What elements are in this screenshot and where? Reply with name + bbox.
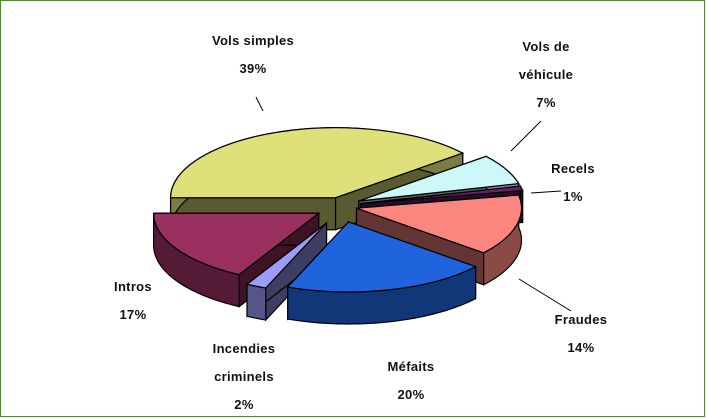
leader-line-3 bbox=[530, 190, 562, 194]
slice-label-5: Méfaits 20% bbox=[388, 359, 435, 402]
leader-line-4 bbox=[518, 278, 572, 312]
slice-label-2: Vols de véhicule 7% bbox=[519, 39, 573, 110]
slice-label-3: Recels 1% bbox=[551, 161, 595, 204]
leader-line-1 bbox=[255, 96, 264, 112]
slice-label-6: Incendies criminels 2% bbox=[213, 341, 276, 412]
slice-label-4: Fraudes 14% bbox=[555, 312, 608, 355]
pie-slice-6 bbox=[245, 221, 328, 322]
leader-line-2 bbox=[510, 120, 542, 152]
pie-slice-5 bbox=[286, 220, 478, 325]
slice-label-1: Vols simples 39% bbox=[212, 33, 294, 76]
slice-label-7: Intros 17% bbox=[114, 279, 152, 322]
